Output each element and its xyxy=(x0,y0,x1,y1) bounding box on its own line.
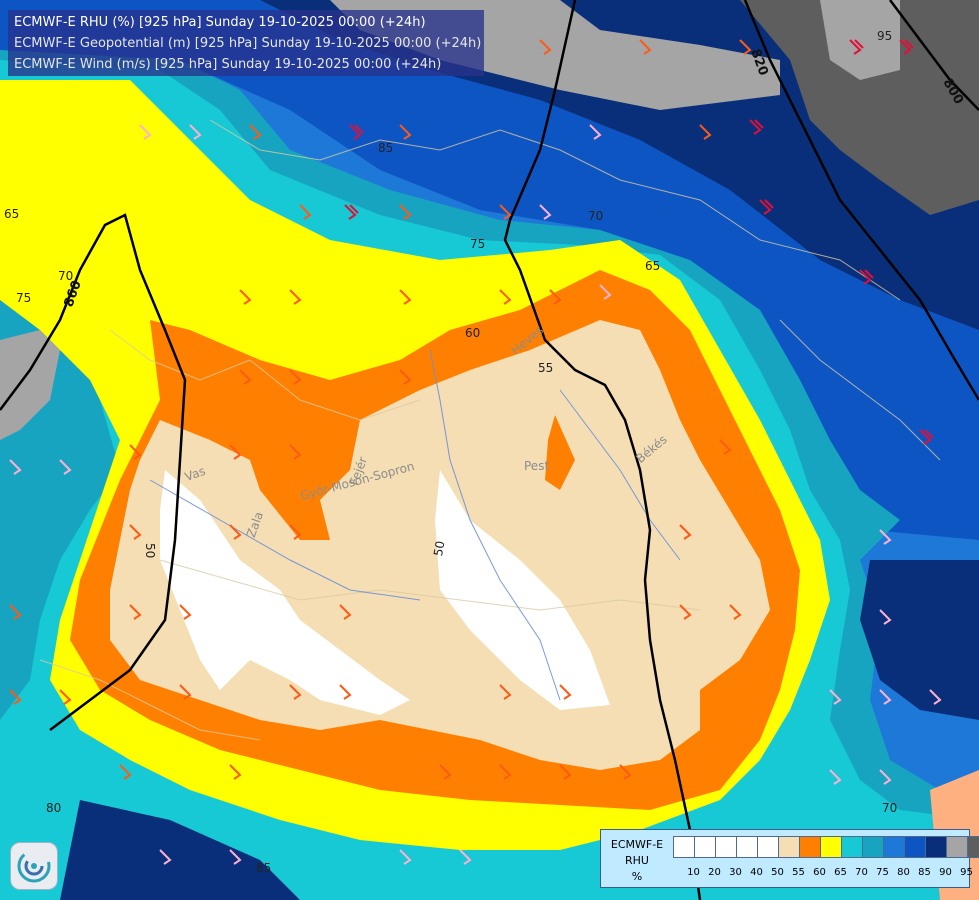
rhu-label: 70 xyxy=(58,269,73,283)
legend-tick-label: 30 xyxy=(729,867,742,878)
legend-swatch xyxy=(715,836,737,858)
rhu-label: 65 xyxy=(4,207,19,221)
legend-tick-label: 20 xyxy=(708,867,721,878)
legend-swatch xyxy=(967,836,979,858)
legend-unit: % xyxy=(631,870,643,883)
legend-tick-label: 55 xyxy=(792,867,805,878)
rhu-label: 50 xyxy=(143,543,157,558)
color-legend: ECMWF-E RHU % 10 20 30 40 50 55 60 65 70 75 80 85 90… xyxy=(600,829,979,888)
legend-variable: RHU xyxy=(625,854,649,867)
legend-ticks: 10 20 30 40 50 55 60 65 70 75 80 85 90 95 100 xyxy=(683,867,979,878)
legend-tick-label: 70 xyxy=(855,867,868,878)
rhu-contour-labels: 50 50 55 60 65 65 70 70 75 75 80 85 85 9… xyxy=(4,29,897,875)
legend-tick-label: 10 xyxy=(687,867,700,878)
rivers xyxy=(149,349,681,701)
legend-model: ECMWF-E xyxy=(610,838,664,851)
map-title-box: ECMWF-E RHU (%) [925 hPa] Sunday 19-10-2… xyxy=(8,10,484,76)
rhu-label: 85 xyxy=(378,141,393,155)
place-label: Vas xyxy=(183,464,207,484)
legend-tick-label: 80 xyxy=(897,867,910,878)
logo-icon xyxy=(10,842,58,890)
legend-tick-label: 90 xyxy=(939,867,952,878)
legend-swatch xyxy=(757,836,779,858)
legend-swatches xyxy=(673,836,979,858)
rhu-label: 85 xyxy=(256,861,271,875)
title-geopotential: ECMWF-E Geopotential (m) [925 hPa] Sunda… xyxy=(14,36,482,51)
place-label: Pest xyxy=(524,459,549,473)
legend-tick-label: 95 xyxy=(960,867,973,878)
legend-tick-label: 85 xyxy=(918,867,931,878)
legend-tick-label: 75 xyxy=(876,867,889,878)
legend-swatch xyxy=(736,836,758,858)
rhu-label: 65 xyxy=(645,259,660,273)
rhu-label: 75 xyxy=(16,291,31,305)
rhu-label: 70 xyxy=(882,801,897,815)
rhu-label: 80 xyxy=(46,801,61,815)
legend-tick-label: 60 xyxy=(813,867,826,878)
rhu-label: 55 xyxy=(538,361,553,375)
legend-swatch xyxy=(925,836,947,858)
legend-swatch xyxy=(673,836,695,858)
rhu-label: 60 xyxy=(465,326,480,340)
legend-tick-label: 65 xyxy=(834,867,847,878)
title-wind: ECMWF-E Wind (m/s) [925 hPa] Sunday 19-1… xyxy=(14,57,442,72)
title-rhu: ECMWF-E RHU (%) [925 hPa] Sunday 19-10-2… xyxy=(14,15,426,30)
legend-swatch xyxy=(799,836,821,858)
legend-swatch xyxy=(904,836,926,858)
legend-tick-label: 100 xyxy=(977,867,979,878)
rhu-label: 50 xyxy=(431,540,447,557)
rhu-label: 75 xyxy=(470,237,485,251)
legend-tick-label: 40 xyxy=(750,867,763,878)
legend-swatch xyxy=(820,836,842,858)
legend-swatch xyxy=(778,836,800,858)
legend-swatch xyxy=(694,836,716,858)
border-lines xyxy=(39,119,941,741)
wind-barbs xyxy=(9,39,942,865)
legend-swatch xyxy=(862,836,884,858)
legend-swatch xyxy=(883,836,905,858)
rhu-label: 95 xyxy=(877,29,892,43)
legend-tick-label: 50 xyxy=(771,867,784,878)
legend-swatch xyxy=(841,836,863,858)
rhu-label: 70 xyxy=(588,209,603,223)
legend-swatch xyxy=(946,836,968,858)
